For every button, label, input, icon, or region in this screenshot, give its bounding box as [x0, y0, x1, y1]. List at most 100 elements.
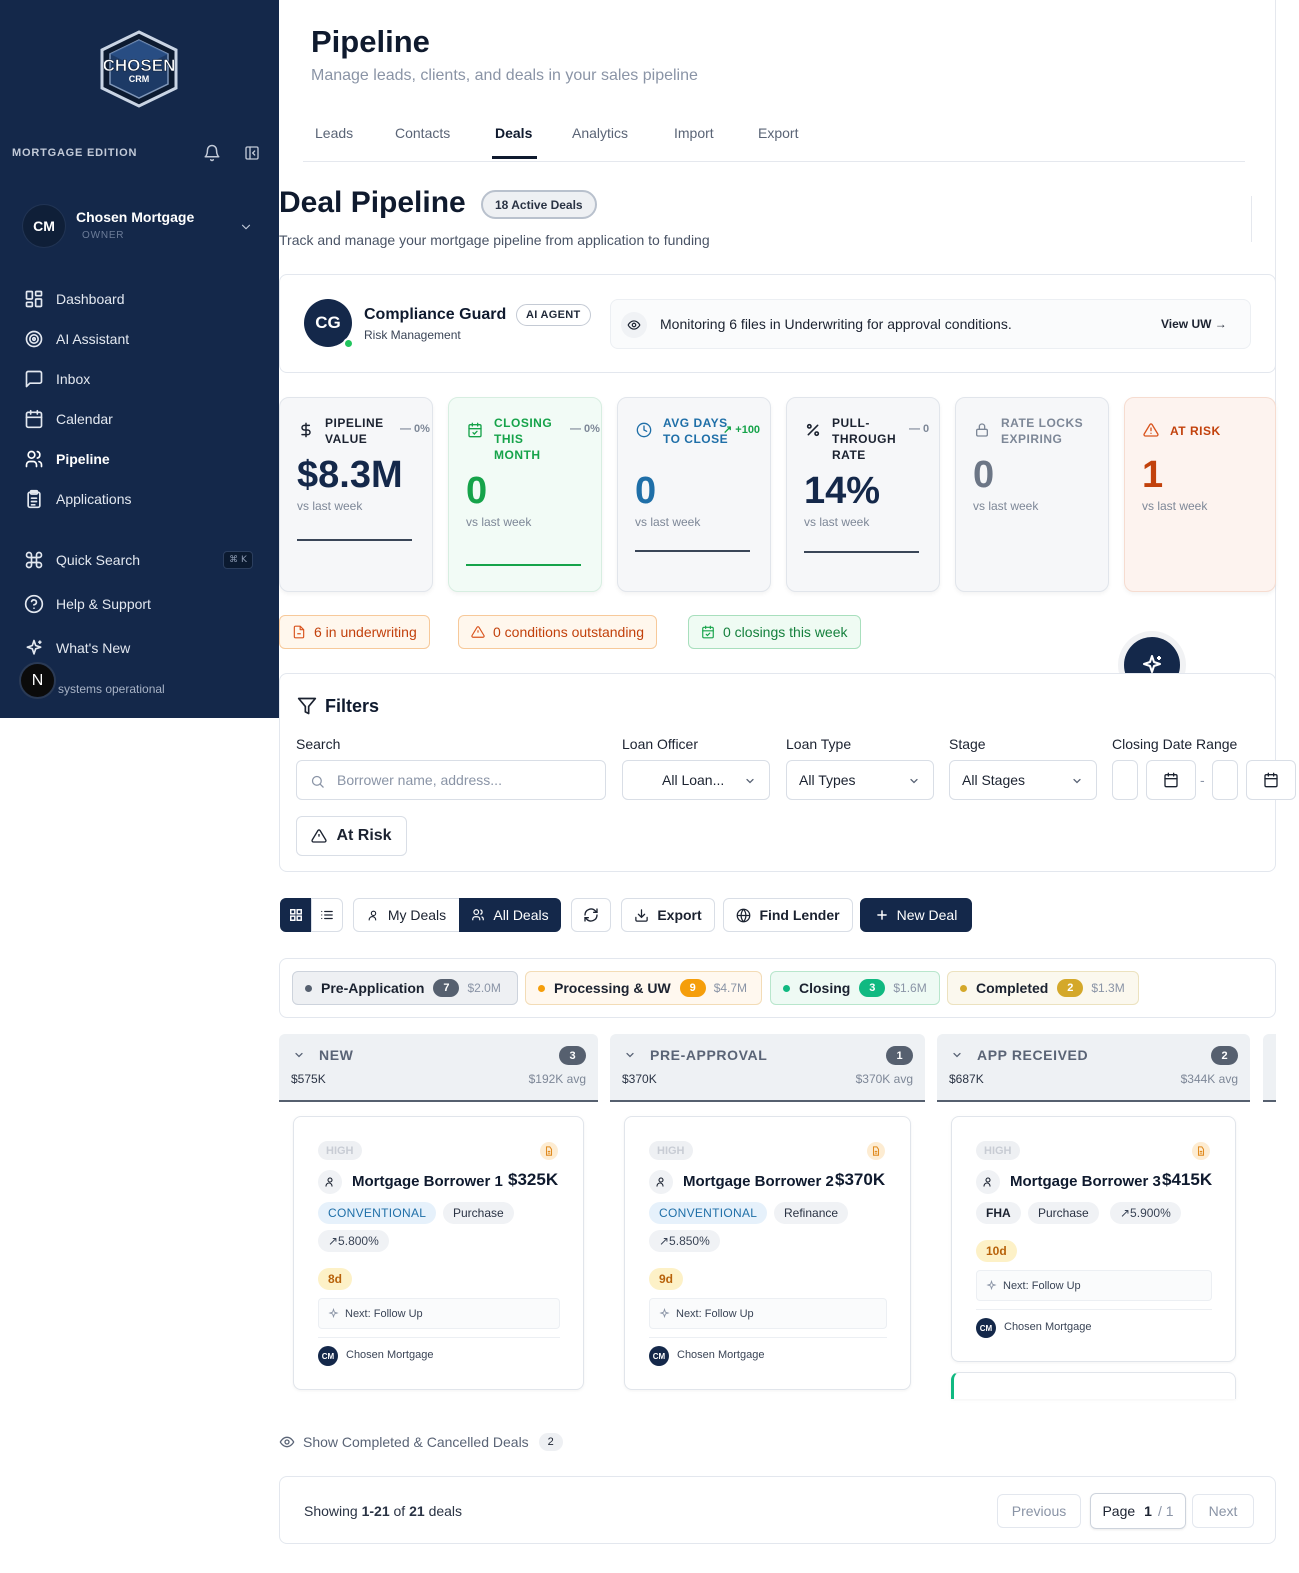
kpi-label: RATE LOCKS EXPIRING: [1001, 416, 1084, 446]
next-action[interactable]: Next: Follow Up: [318, 1298, 560, 1329]
sidebar-item-label: Dashboard: [56, 291, 125, 307]
whats-new-button[interactable]: What's New: [24, 636, 130, 660]
tab-leads[interactable]: Leads: [315, 125, 354, 141]
alert-triangle-icon: [1143, 423, 1159, 437]
deal-card[interactable]: HIGH Mortgage Borrower 2 $370K CONVENTIO…: [624, 1116, 911, 1390]
at-risk-filter-button[interactable]: At Risk: [296, 816, 407, 856]
stage-processing-uw[interactable]: Processing & UW 9 $4.7M: [525, 971, 762, 1005]
tab-import[interactable]: Import: [674, 125, 714, 141]
column-name: APP RECEIVED: [977, 1047, 1089, 1063]
date-from-input[interactable]: [1112, 760, 1138, 800]
tab-contacts[interactable]: Contacts: [395, 125, 451, 141]
loan-type-select[interactable]: All Types: [786, 760, 934, 800]
find-lender-label: Find Lender: [759, 907, 840, 923]
kpi-at-risk[interactable]: AT RISK 1 vs last week: [1124, 397, 1276, 592]
pill-label: 6 in underwriting: [314, 624, 417, 640]
underwriting-pill[interactable]: 6 in underwriting: [279, 615, 430, 649]
sparkle-icon: [986, 1280, 997, 1291]
find-lender-button[interactable]: Find Lender: [723, 898, 853, 932]
stage-completed[interactable]: Completed 2 $1.3M: [947, 971, 1139, 1005]
sidebar-item-pipeline[interactable]: Pipeline: [24, 447, 110, 471]
kpi-pipeline-value[interactable]: PIPELINE VALUE — 0% $8.3M vs last week: [279, 397, 433, 592]
show-completed-toggle[interactable]: Show Completed & Cancelled Deals 2: [279, 1432, 563, 1452]
page-total: / 1: [1157, 1503, 1174, 1519]
chosen-crm-logo[interactable]: CHOSEN CRM: [96, 30, 182, 108]
kpi-comparison: vs last week: [1142, 499, 1208, 513]
previous-button[interactable]: Previous: [997, 1494, 1081, 1528]
account-switcher[interactable]: CM Chosen Mortgage OWNER: [23, 205, 261, 249]
sidebar-item-label: Applications: [56, 491, 132, 507]
date-to-picker[interactable]: [1246, 760, 1296, 800]
divider: [649, 1337, 887, 1338]
pagination-info: Showing 1-21 of 21 deals: [304, 1503, 462, 1519]
view-uw-link[interactable]: View UW →: [1161, 317, 1227, 331]
stage-name: Closing: [799, 980, 851, 996]
column-pre-approval-header[interactable]: PRE-APPROVAL 1 $370K $370K avg: [610, 1034, 925, 1102]
all-deals-button[interactable]: All Deals: [459, 898, 561, 932]
sidebar-item-applications[interactable]: Applications: [24, 487, 132, 511]
new-deal-button[interactable]: New Deal: [860, 898, 972, 932]
deal-card[interactable]: HIGH Mortgage Borrower 1 $325K CONVENTIO…: [293, 1116, 584, 1390]
kpi-rate-locks-expiring[interactable]: RATE LOCKS EXPIRING 0 vs last week: [955, 397, 1109, 592]
column-app-received-header[interactable]: APP RECEIVED 2 $687K $344K avg: [937, 1034, 1250, 1102]
sidebar-item-calendar[interactable]: Calendar: [24, 407, 113, 431]
tab-export[interactable]: Export: [758, 125, 799, 141]
eye-icon: [279, 1436, 295, 1448]
column-average: $344K avg: [1180, 1072, 1238, 1086]
kpi-closing-this-month[interactable]: CLOSING THIS MONTH — 0% 0 vs last week: [448, 397, 602, 592]
divider: [318, 1337, 560, 1338]
filters-panel: Filters Search Borrower name, address...…: [279, 673, 1296, 872]
sidebar-item-ai-assistant[interactable]: AI Assistant: [24, 327, 129, 351]
sidebar-item-inbox[interactable]: Inbox: [24, 367, 90, 391]
kpi-change: ↗ +100: [723, 424, 761, 436]
all-deals-label: All Deals: [493, 907, 549, 923]
chevron-down-icon: [746, 778, 754, 784]
list-icon: [321, 910, 333, 920]
my-deals-button[interactable]: My Deals: [353, 898, 460, 932]
stage-closing[interactable]: Closing 3 $1.6M: [770, 971, 940, 1005]
closings-pill[interactable]: 0 closings this week: [688, 615, 861, 649]
list-view-button[interactable]: [311, 898, 343, 932]
stage-summary: Pre-Application 7 $2.0M Processing & UW …: [279, 958, 1276, 1018]
page-title: Pipeline: [311, 24, 430, 59]
next-button[interactable]: Next: [1192, 1494, 1254, 1528]
stage-pre-application[interactable]: Pre-Application 7 $2.0M: [292, 971, 518, 1005]
export-button[interactable]: Export: [621, 898, 715, 932]
grid-view-button[interactable]: [280, 898, 312, 932]
tab-analytics[interactable]: Analytics: [572, 125, 629, 141]
deal-amount: $415K: [1162, 1170, 1213, 1189]
tab-deals[interactable]: Deals: [495, 125, 533, 141]
stage-select[interactable]: All Stages: [949, 760, 1097, 800]
date-to-input[interactable]: [1212, 760, 1238, 800]
page-indicator[interactable]: Page 1 / 1: [1090, 1493, 1186, 1529]
sidebar-collapse-icon[interactable]: [244, 145, 260, 161]
column-new-header[interactable]: NEW 3 $575K $192K avg: [279, 1034, 598, 1102]
column-average: $370K avg: [855, 1072, 913, 1086]
next-action[interactable]: Next: Follow Up: [649, 1298, 887, 1329]
search-input[interactable]: Borrower name, address...: [296, 760, 606, 800]
chevron-down-icon: [626, 1052, 634, 1058]
column-count: 3: [559, 1046, 586, 1065]
loan-officer-select[interactable]: All Loan...: [622, 760, 770, 800]
kpi-sparkline: [466, 564, 581, 566]
bell-icon[interactable]: [203, 144, 221, 162]
deal-card[interactable]: HIGH Mortgage Borrower 3 $415K FHA Purch…: [951, 1116, 1236, 1362]
owner-name: Chosen Mortgage: [677, 1349, 765, 1361]
owner-name: Chosen Mortgage: [1004, 1321, 1092, 1333]
grid-icon: [290, 909, 302, 921]
deal-card-partial[interactable]: [951, 1372, 1236, 1399]
help-support-button[interactable]: Help & Support: [24, 592, 151, 616]
n-badge[interactable]: N: [19, 662, 56, 699]
agent-avatar: CG: [304, 299, 352, 347]
date-from-picker[interactable]: [1146, 760, 1196, 800]
refresh-button[interactable]: [571, 898, 611, 932]
account-role: OWNER: [82, 230, 125, 241]
kpi-pull-through-rate[interactable]: PULL-THROUGH RATE — 0 14% vs last week: [786, 397, 940, 592]
next-action[interactable]: Next: Follow Up: [976, 1270, 1212, 1301]
sidebar-item-label: Pipeline: [56, 451, 110, 467]
conditions-pill[interactable]: 0 conditions outstanding: [458, 615, 657, 649]
column-amount: $687K: [949, 1072, 984, 1086]
kpi-avg-days-to-close[interactable]: AVG DAYS TO CLOSE ↗ +100 0 vs last week: [617, 397, 771, 592]
sidebar-item-dashboard[interactable]: Dashboard: [24, 287, 125, 311]
quick-search-button[interactable]: Quick Search: [24, 548, 140, 572]
